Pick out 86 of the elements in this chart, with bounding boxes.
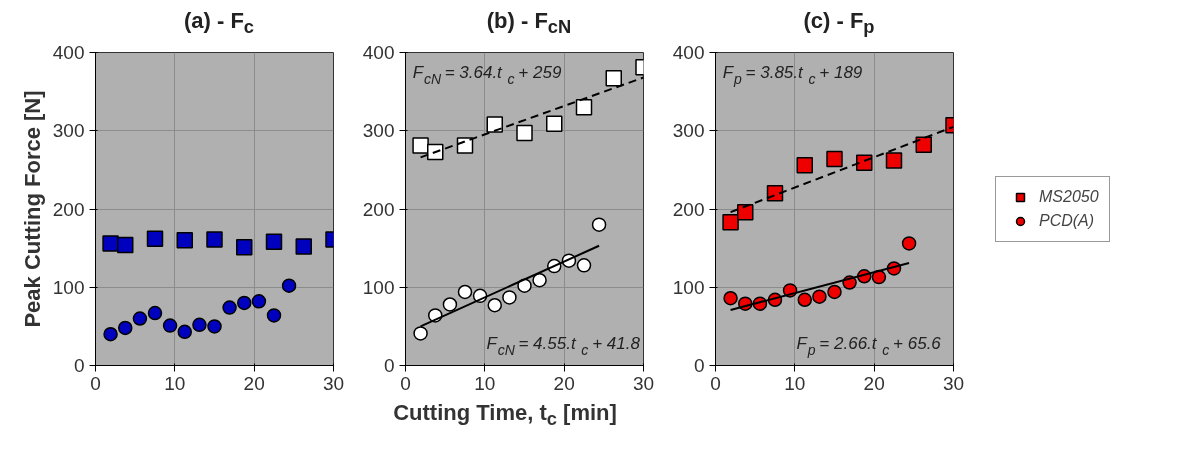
- point: [532, 272, 547, 288]
- point: [826, 150, 843, 168]
- point: [517, 278, 532, 293]
- point: [766, 185, 784, 202]
- point: [295, 238, 312, 255]
- point: [487, 298, 502, 313]
- point: [546, 115, 563, 132]
- point: [737, 203, 754, 221]
- point: [176, 232, 193, 249]
- point: [427, 143, 444, 161]
- point: [207, 319, 222, 334]
- point: [605, 70, 622, 87]
- point: [901, 236, 917, 251]
- y-tick-label: 200: [52, 198, 85, 220]
- point: [117, 236, 134, 254]
- point: [237, 295, 252, 311]
- point: [442, 297, 458, 312]
- point: [162, 318, 178, 333]
- point: [885, 152, 903, 169]
- x-tick-label: 20: [243, 372, 265, 394]
- x-tick-label: 10: [784, 372, 806, 394]
- legend-label: PCD(A): [1039, 212, 1095, 230]
- point: [132, 311, 148, 326]
- point: [457, 284, 473, 300]
- y-tick-label: 100: [672, 276, 705, 298]
- point: [797, 292, 812, 308]
- point: [723, 290, 738, 306]
- point: [177, 324, 192, 340]
- point: [236, 239, 253, 256]
- point: [516, 124, 533, 142]
- y-tick-label: 100: [52, 276, 85, 298]
- point: [486, 116, 503, 133]
- point: [265, 233, 283, 251]
- point: [576, 258, 592, 273]
- point: [102, 235, 119, 252]
- point: [146, 230, 164, 247]
- y-tick-label: 300: [362, 120, 395, 142]
- x-tick-label: 30: [632, 372, 655, 394]
- point: [192, 317, 207, 333]
- point: [502, 290, 517, 305]
- y-tick-label: 400: [362, 42, 395, 63]
- chart-title: (b) - F$_{cN}$: [486, 7, 572, 40]
- y-tick-label: 400: [672, 42, 705, 63]
- point: [251, 294, 267, 309]
- y-tick-label: 200: [362, 198, 395, 220]
- point: [722, 214, 739, 231]
- y-tick-label: 0: [73, 355, 85, 376]
- y-axis-title: Peak Cutting Force [N]: [19, 90, 45, 328]
- point: [915, 136, 932, 154]
- point: [147, 305, 163, 321]
- y-tick-label: 400: [52, 42, 85, 63]
- point: [266, 308, 282, 323]
- x-tick-label: 0: [710, 372, 721, 394]
- point: [575, 99, 593, 116]
- point: [281, 278, 297, 293]
- x-tick-label: 20: [863, 372, 885, 394]
- y-tick-label: 300: [52, 120, 85, 142]
- chart-title: (a) - F$_{c}$: [183, 7, 255, 40]
- y-tick-label: 200: [672, 198, 705, 220]
- point: [827, 284, 842, 300]
- x-tick-label: 0: [400, 372, 411, 394]
- point: [796, 156, 813, 174]
- x-tick-label: 0: [90, 372, 101, 394]
- legend-label: MS2050: [1039, 188, 1099, 206]
- point: [413, 326, 428, 341]
- x-tick-label: 30: [322, 372, 345, 394]
- chart-title: (c) - F$_{p}$: [803, 7, 875, 40]
- point: [103, 326, 118, 342]
- y-tick-label: 100: [362, 276, 395, 298]
- point: [856, 154, 873, 172]
- point: [591, 217, 607, 232]
- point: [118, 320, 133, 336]
- point: [222, 300, 237, 315]
- y-tick-label: 0: [383, 355, 395, 376]
- point: [412, 137, 429, 154]
- point: [871, 269, 887, 285]
- x-axis-title: Cutting Time, t$_{c}$ [min]: [393, 399, 617, 432]
- y-tick-label: 0: [693, 355, 705, 376]
- x-tick-label: 10: [164, 372, 186, 394]
- point: [812, 289, 827, 304]
- x-tick-label: 30: [942, 372, 965, 394]
- y-tick-label: 300: [672, 120, 705, 142]
- point: [456, 137, 474, 154]
- x-tick-label: 10: [474, 372, 496, 394]
- point: [206, 231, 223, 248]
- x-tick-label: 20: [553, 372, 575, 394]
